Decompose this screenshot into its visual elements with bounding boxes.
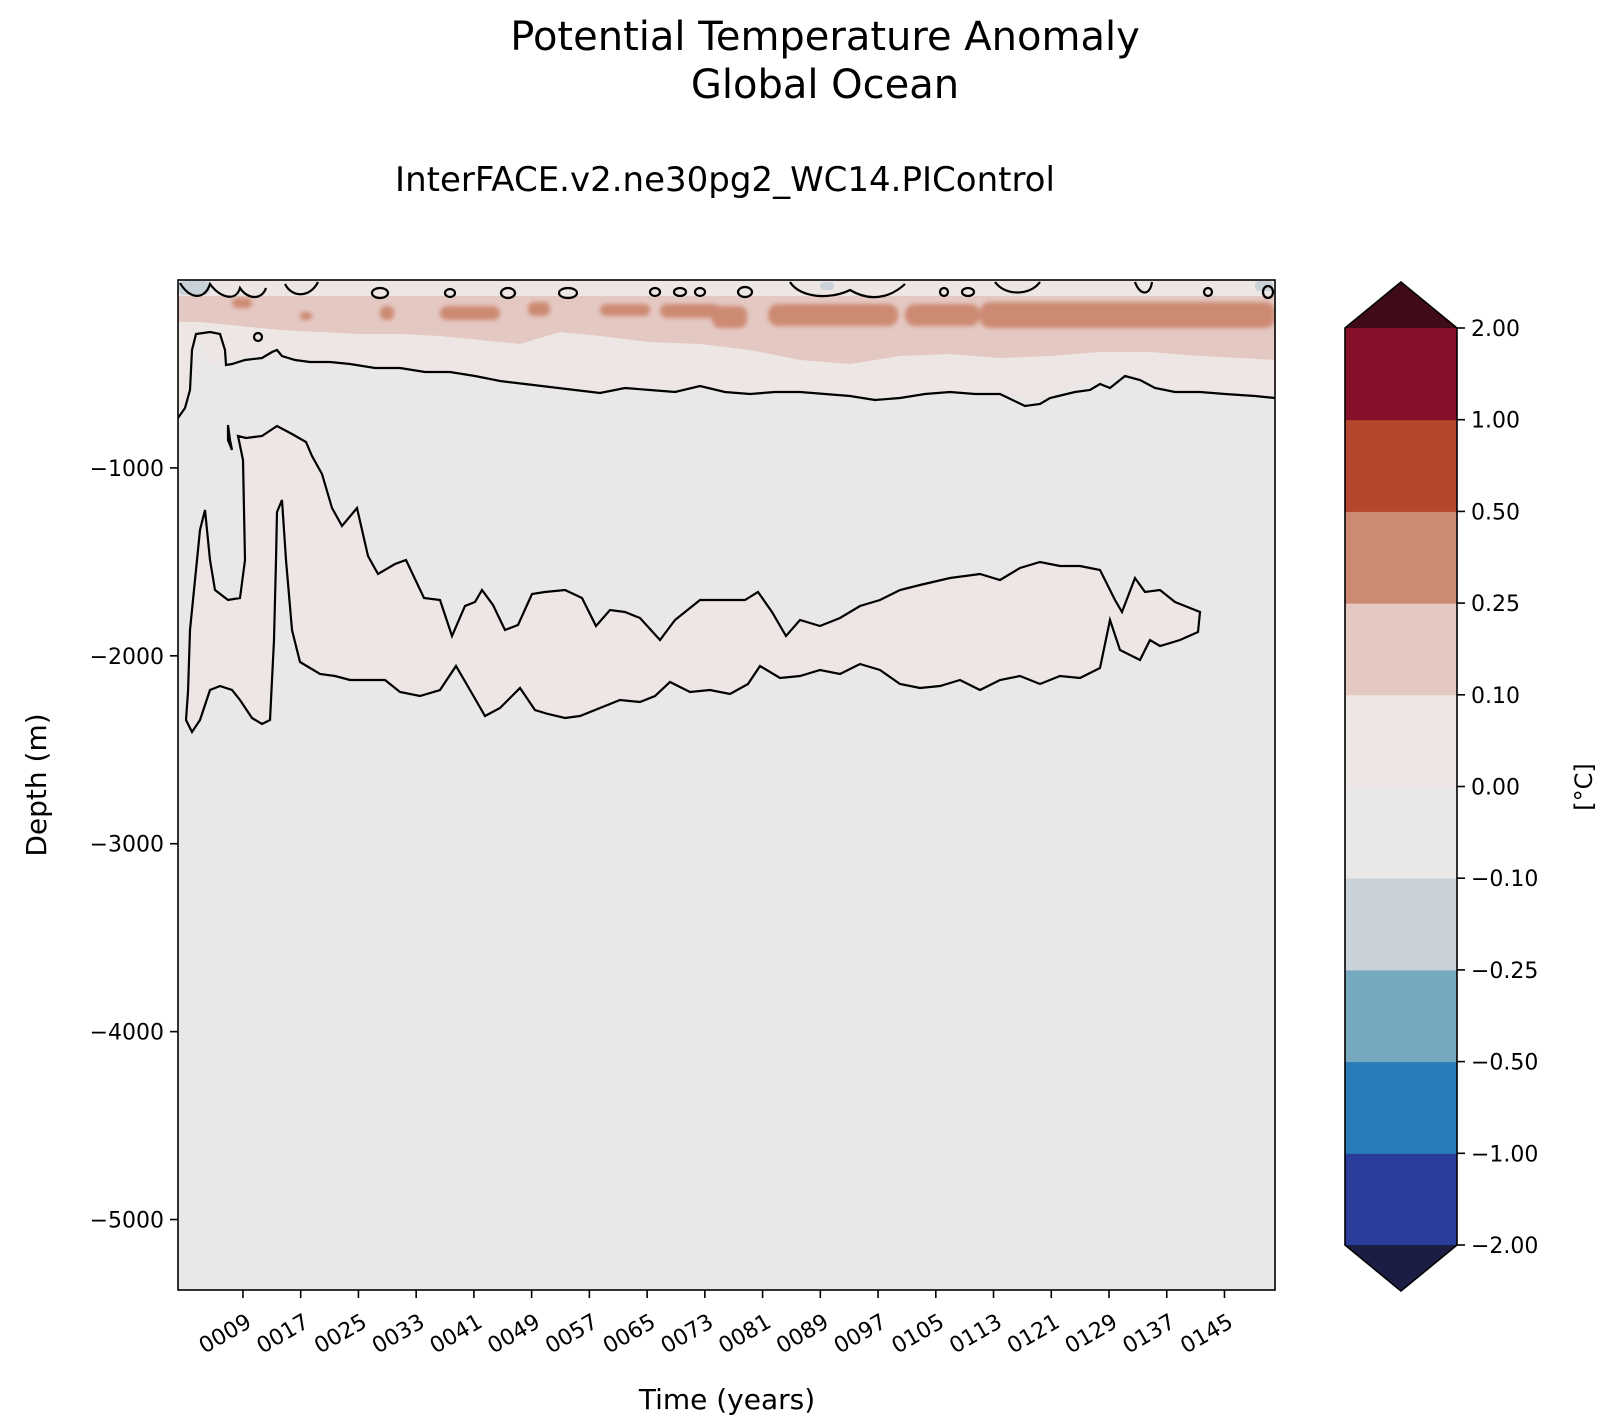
x-tick-label: 0145 [1176, 1310, 1237, 1360]
colorbar-segment [1345, 419, 1457, 512]
x-tick-label: 0121 [1003, 1310, 1064, 1360]
colorbar-over-extension [1345, 282, 1457, 328]
x-tick-label: 0105 [888, 1310, 949, 1360]
x-tick-label: 0065 [599, 1310, 660, 1360]
colorbar-segment [1345, 786, 1457, 879]
surface-contour-e [1133, 281, 1154, 294]
y-tick-label: −1000 [90, 457, 164, 482]
colorbar-tick-label: −0.50 [1471, 1051, 1538, 1076]
surface-contour-ring-12 [1202, 286, 1214, 298]
x-tick-label: 0129 [1061, 1310, 1122, 1360]
x-tick-label: 0009 [195, 1310, 256, 1360]
x-tick-label: 0073 [657, 1310, 718, 1360]
x-axis-label: Time (years) [638, 1383, 815, 1416]
y-tick-label: −4000 [90, 1021, 164, 1046]
plot-frame [177, 279, 1276, 1291]
colorbar-segment [1345, 1153, 1457, 1246]
colorbar-under-extension [1345, 1245, 1457, 1291]
surface-contour-c [789, 281, 906, 299]
surface-contour-ring-13 [1261, 284, 1275, 300]
colorbar-tick-label: −0.25 [1471, 959, 1538, 984]
surface-contour-ring-3 [443, 287, 457, 299]
x-tick-label: 0137 [1119, 1310, 1180, 1360]
colorbar-segment [1345, 328, 1457, 421]
surface-contour-b [284, 281, 319, 296]
colorbar: −2.00 −1.00 −0.50 −0.25 −0.10 0.00 0.10 0.25 0.5… [1344, 280, 1538, 1293]
surface-contour-ring-2 [370, 286, 390, 300]
y-tick-label: −2000 [90, 645, 164, 670]
y-axis: −1000 −2000 −3000 −4000 −5000 [90, 457, 178, 1234]
colorbar-tick-label: 0.25 [1471, 592, 1520, 617]
colorbar-label: [°C] [1570, 763, 1598, 810]
surface-contour-ring-6 [648, 286, 662, 298]
colorbar-segment [1345, 878, 1457, 971]
surface-contour-ring-11 [960, 286, 976, 298]
upper-zero-contour [178, 330, 1275, 419]
surface-contour-ring-1 [252, 331, 264, 343]
chart-title-line2: Global Ocean [690, 62, 960, 108]
x-tick-label: 0025 [310, 1310, 371, 1360]
x-tick-label: 0089 [772, 1310, 833, 1360]
surface-contour-ring-7 [672, 286, 688, 298]
surface-contour-ring-10 [938, 286, 950, 298]
x-tick-label: 0017 [253, 1310, 314, 1360]
chart-subtitle: InterFACE.v2.ne30pg2_WC14.PIControl [395, 160, 1055, 200]
zero-contours [178, 281, 1275, 735]
surface-contour-squiggle [226, 424, 234, 451]
colorbar-tick-label: −0.10 [1471, 867, 1538, 892]
lower-zero-contour [184, 424, 1202, 735]
colorbar-segment [1345, 603, 1457, 696]
surface-contour-ring-9 [736, 285, 754, 299]
colorbar-tick-label: 0.00 [1471, 776, 1520, 801]
x-tick-label: 0097 [830, 1310, 891, 1360]
chart-title-line1: Potential Temperature Anomaly [510, 14, 1140, 60]
colorbar-tick-label: −1.00 [1471, 1142, 1538, 1167]
colorbar-segment [1345, 511, 1457, 604]
colorbar-tick-label: 0.10 [1471, 684, 1520, 709]
colorbar-tick-label: 2.00 [1471, 317, 1520, 342]
colorbar-tick-label: 0.50 [1471, 500, 1520, 525]
surface-contour-ring-8 [693, 286, 707, 298]
colorbar-segment [1345, 1061, 1457, 1154]
colorbar-segment [1345, 694, 1457, 787]
x-tick-label: 0081 [715, 1310, 776, 1360]
surface-contour-ring-4 [499, 286, 517, 300]
x-tick-label: 0057 [541, 1310, 602, 1360]
anomaly-field [178, 280, 1275, 732]
surface-contour-a [179, 281, 268, 299]
plot-background [178, 280, 1275, 1290]
x-tick-label: 0041 [426, 1310, 487, 1360]
band-lower-lobe [186, 426, 1200, 732]
surface-contour-ring-5 [557, 286, 579, 300]
y-tick-label: −5000 [90, 1209, 164, 1234]
band-0.25-to-0.5 [232, 298, 1275, 328]
colorbar-segment [1345, 969, 1457, 1063]
x-tick-label: 0033 [368, 1310, 429, 1360]
y-tick-label: −3000 [90, 833, 164, 858]
x-tick-label: 0113 [946, 1310, 1007, 1360]
y-axis-label: Depth (m) [20, 713, 53, 856]
colorbar-tick-label: 1.00 [1471, 409, 1520, 434]
surface-contour-d [994, 281, 1041, 294]
x-axis: 0009001700250033004100490057006500730081… [195, 1290, 1237, 1360]
colorbar-tick-label: −2.00 [1471, 1234, 1538, 1259]
x-tick-label: 0049 [484, 1310, 545, 1360]
